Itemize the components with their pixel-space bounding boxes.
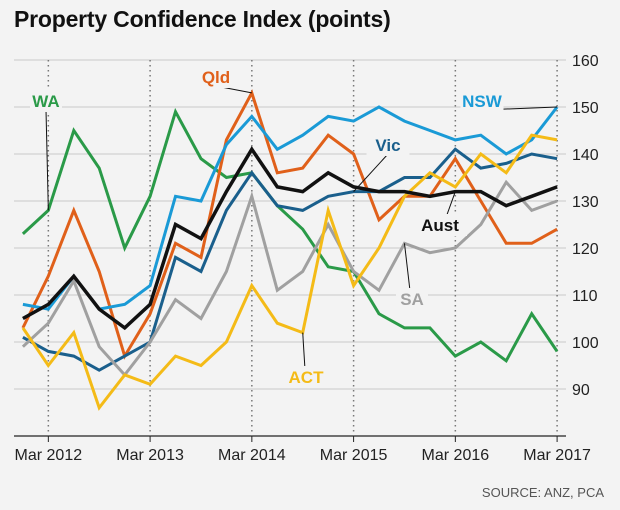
series-line-aust: [22, 146, 558, 331]
label-bg-qld: [194, 66, 238, 88]
label-bg-act: [284, 366, 328, 388]
series-labels: WA Qld NSW Vic SA ACT Aust: [30, 66, 558, 388]
gridlines: [14, 59, 566, 437]
series-label-sa: SA: [400, 290, 424, 309]
x-tick-label: Mar 2014: [218, 447, 286, 464]
y-tick-label: 160: [572, 53, 599, 70]
series-label-act: ACT: [289, 368, 325, 387]
y-tick-label: 90: [572, 382, 590, 399]
series-label-nsw: NSW: [462, 92, 503, 111]
label-bg-vic: [366, 134, 410, 156]
label-bg-sa: [396, 288, 428, 310]
vertical-gridlines: [47, 60, 558, 442]
series-line-sa: [21, 179, 558, 378]
y-tick-label: 110: [572, 288, 598, 305]
series-label-aust: Aust: [421, 216, 459, 235]
series-line-act: [21, 133, 558, 411]
series-line-vic: [22, 147, 558, 372]
x-tick-label: Mar 2017: [523, 447, 591, 464]
source-note: SOURCE: ANZ, PCA: [481, 485, 604, 500]
x-tick-labels: Mar 2012 Mar 2013 Mar 2014 Mar 2015 Mar 2016…: [15, 447, 591, 464]
x-tick-label: Mar 2013: [116, 447, 184, 464]
y-tick-label: 130: [572, 194, 599, 211]
label-bg-wa: [30, 90, 62, 112]
x-tick-label: Mar 2012: [15, 447, 83, 464]
label-bg-aust: [413, 214, 467, 236]
label-bg-nsw: [460, 90, 504, 112]
series-line-nsw: [22, 105, 559, 311]
series-label-qld: Qld: [202, 68, 230, 87]
series-label-wa: WA: [32, 92, 59, 111]
x-tick-label: Mar 2016: [422, 447, 490, 464]
y-tick-label: 140: [572, 147, 599, 164]
y-tick-label: 150: [572, 100, 599, 117]
series-line-wa: [21, 107, 559, 364]
label-pointer-wa: [45, 109, 49, 211]
label-pointer-vic: [353, 153, 389, 192]
y-tick-labels: 90 100 110 120 130 140 150 160: [572, 53, 599, 399]
chart-title: Property Confidence Index (points): [14, 6, 391, 32]
series-lines: [21, 89, 559, 411]
y-tick-label: 100: [572, 335, 599, 352]
y-tick-label: 120: [572, 241, 599, 258]
x-tick-label: Mar 2015: [320, 447, 388, 464]
series-label-vic: Vic: [375, 136, 400, 155]
series-line-qld: [21, 89, 558, 360]
